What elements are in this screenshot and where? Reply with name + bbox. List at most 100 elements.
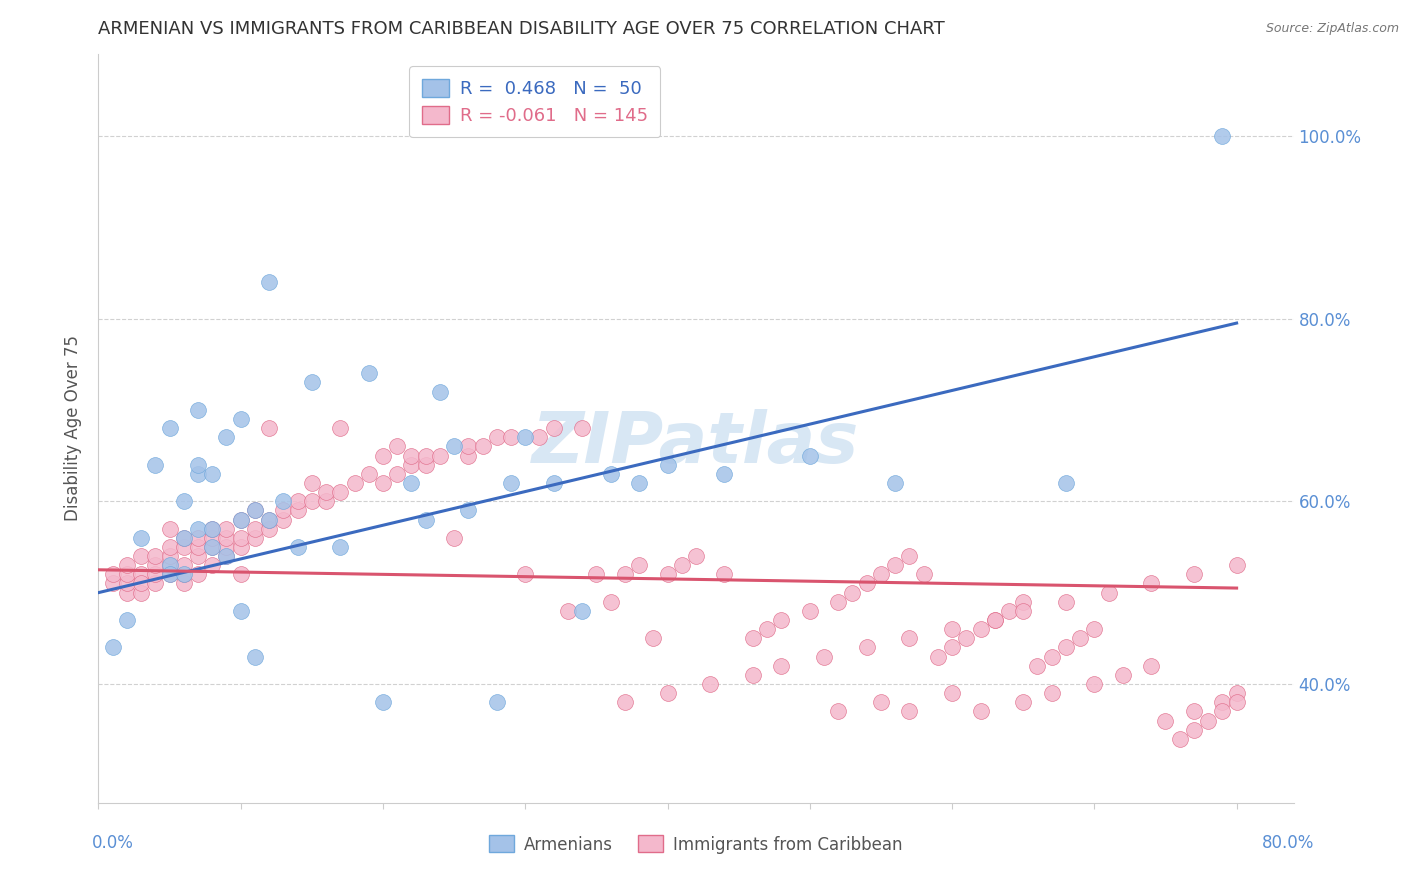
Point — [315, 485, 337, 500]
Point — [969, 705, 991, 719]
Point — [143, 567, 166, 582]
Point — [1140, 658, 1163, 673]
Point — [499, 475, 522, 490]
Point — [671, 558, 693, 573]
Point — [143, 576, 166, 591]
Point — [657, 458, 679, 472]
Point — [941, 640, 963, 655]
Point — [187, 540, 209, 554]
Point — [201, 467, 224, 481]
Point — [485, 695, 508, 709]
Point — [941, 686, 963, 700]
Point — [643, 632, 665, 646]
Point — [1182, 567, 1205, 582]
Point — [129, 549, 152, 563]
Point — [1054, 475, 1077, 490]
Point — [143, 549, 166, 563]
Point — [159, 567, 181, 582]
Point — [129, 576, 152, 591]
Point — [287, 540, 309, 554]
Point — [143, 458, 166, 472]
Point — [415, 512, 437, 526]
Point — [770, 658, 793, 673]
Point — [529, 430, 551, 444]
Point — [1182, 705, 1205, 719]
Point — [628, 475, 651, 490]
Point — [385, 467, 409, 481]
Point — [457, 439, 479, 453]
Point — [1040, 649, 1063, 664]
Point — [485, 430, 508, 444]
Point — [115, 558, 138, 573]
Point — [998, 604, 1021, 618]
Text: 80.0%: 80.0% — [1263, 834, 1315, 852]
Point — [243, 522, 266, 536]
Point — [315, 494, 337, 508]
Point — [628, 558, 651, 573]
Point — [343, 475, 366, 490]
Point — [159, 421, 181, 435]
Point — [1012, 595, 1035, 609]
Point — [1112, 668, 1135, 682]
Point — [1040, 686, 1063, 700]
Point — [257, 512, 280, 526]
Point — [371, 695, 394, 709]
Point — [827, 705, 849, 719]
Point — [1182, 723, 1205, 737]
Point — [257, 512, 280, 526]
Y-axis label: Disability Age Over 75: Disability Age Over 75 — [65, 335, 83, 521]
Point — [898, 549, 921, 563]
Point — [401, 449, 423, 463]
Point — [585, 567, 607, 582]
Point — [471, 439, 494, 453]
Point — [329, 540, 352, 554]
Point — [870, 695, 893, 709]
Point — [429, 384, 451, 399]
Point — [173, 540, 195, 554]
Point — [115, 576, 138, 591]
Point — [499, 430, 522, 444]
Point — [215, 522, 238, 536]
Point — [187, 522, 209, 536]
Point — [613, 567, 636, 582]
Point — [101, 567, 124, 582]
Point — [543, 475, 565, 490]
Point — [159, 567, 181, 582]
Point — [201, 522, 224, 536]
Point — [515, 430, 537, 444]
Point — [457, 503, 479, 517]
Point — [543, 421, 565, 435]
Point — [301, 494, 323, 508]
Point — [115, 567, 138, 582]
Point — [741, 668, 763, 682]
Point — [1168, 731, 1191, 746]
Point — [599, 595, 621, 609]
Point — [415, 458, 437, 472]
Point — [257, 522, 280, 536]
Point — [741, 632, 763, 646]
Point — [273, 512, 295, 526]
Point — [257, 275, 280, 289]
Point — [101, 576, 124, 591]
Point — [770, 613, 793, 627]
Point — [912, 567, 935, 582]
Point — [173, 494, 195, 508]
Point — [927, 649, 949, 664]
Point — [173, 558, 195, 573]
Point — [129, 585, 152, 599]
Point — [229, 512, 252, 526]
Point — [301, 475, 323, 490]
Point — [159, 549, 181, 563]
Point — [201, 540, 224, 554]
Point — [870, 567, 893, 582]
Point — [243, 531, 266, 545]
Point — [401, 458, 423, 472]
Point — [159, 540, 181, 554]
Point — [855, 576, 877, 591]
Point — [1211, 128, 1233, 143]
Point — [143, 558, 166, 573]
Point — [371, 475, 394, 490]
Point — [385, 439, 409, 453]
Point — [713, 567, 735, 582]
Legend: Armenians, Immigrants from Caribbean: Armenians, Immigrants from Caribbean — [481, 827, 911, 862]
